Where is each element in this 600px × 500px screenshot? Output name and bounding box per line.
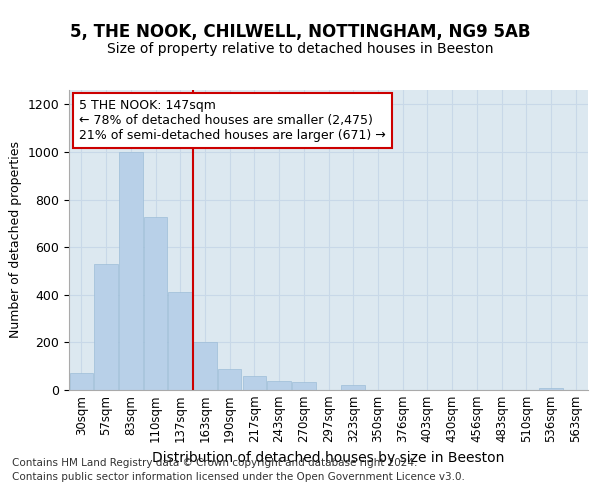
Bar [169, 292, 192, 390]
Text: 5 THE NOOK: 147sqm
← 78% of detached houses are smaller (2,475)
21% of semi-deta: 5 THE NOOK: 147sqm ← 78% of detached hou… [79, 99, 386, 142]
Bar [144, 218, 167, 390]
Bar [94, 264, 118, 390]
Text: Contains HM Land Registry data © Crown copyright and database right 2024.: Contains HM Land Registry data © Crown c… [12, 458, 418, 468]
Bar [539, 388, 563, 390]
Bar [119, 152, 143, 390]
Y-axis label: Number of detached properties: Number of detached properties [9, 142, 22, 338]
X-axis label: Distribution of detached houses by size in Beeston: Distribution of detached houses by size … [152, 451, 505, 465]
Bar [242, 376, 266, 390]
Text: Size of property relative to detached houses in Beeston: Size of property relative to detached ho… [107, 42, 493, 56]
Bar [268, 381, 291, 390]
Text: Contains public sector information licensed under the Open Government Licence v3: Contains public sector information licen… [12, 472, 465, 482]
Bar [218, 368, 241, 390]
Bar [341, 385, 365, 390]
Bar [292, 382, 316, 390]
Bar [193, 342, 217, 390]
Text: 5, THE NOOK, CHILWELL, NOTTINGHAM, NG9 5AB: 5, THE NOOK, CHILWELL, NOTTINGHAM, NG9 5… [70, 22, 530, 40]
Bar [70, 374, 93, 390]
